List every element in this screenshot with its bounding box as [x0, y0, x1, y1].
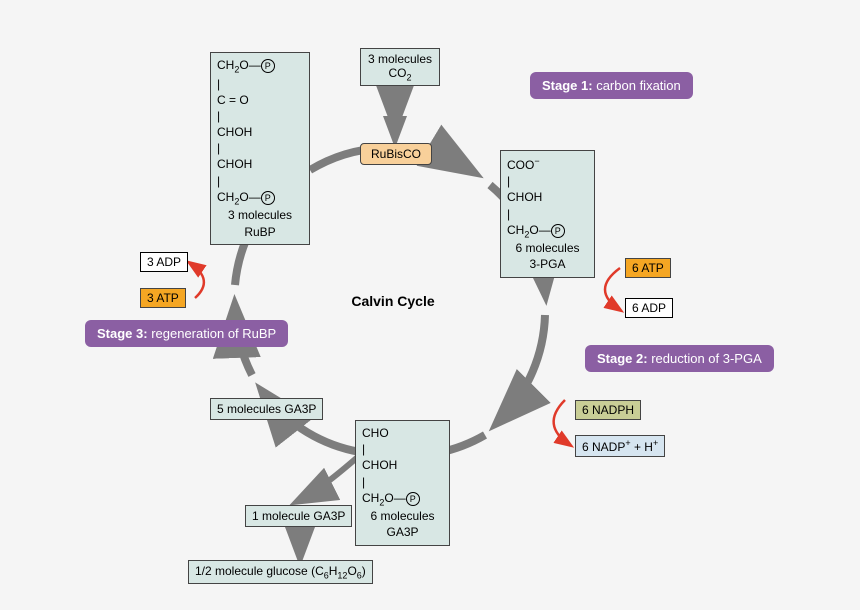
stage-3-label: Stage 3: regeneration of RuBP: [85, 320, 288, 347]
stage-3-prefix: Stage 3:: [97, 326, 148, 341]
rubisco-enzyme: RuBisCO: [360, 143, 432, 165]
stage-2-label: Stage 2: reduction of 3-PGA: [585, 345, 774, 372]
calvin-cycle-diagram: Calvin Cycle Stage 1: carbon fixation St…: [0, 0, 860, 610]
stage-1-text: carbon fixation: [596, 78, 681, 93]
adp-3: 3 ADP: [140, 252, 188, 272]
rubp-cap2: RuBP: [244, 225, 275, 239]
stage-3-text: regeneration of RuBP: [151, 326, 276, 341]
atp-6: 6 ATP: [625, 258, 671, 278]
nadph-6: 6 NADPH: [575, 400, 641, 420]
stage-1-label: Stage 1: carbon fixation: [530, 72, 693, 99]
nadp-6: 6 NADP+ + H+: [575, 435, 665, 457]
ga3p-cap2: GA3P: [386, 525, 418, 539]
pga-box: COO−|CHOH|CH2O—P 6 molecules 3-PGA: [500, 150, 595, 278]
stage-1-prefix: Stage 1:: [542, 78, 593, 93]
glucose-label: 1/2 molecule glucose (C6H12O6): [188, 560, 373, 584]
rubp-cap1: 3 molecules: [228, 208, 292, 222]
cycle-title: Calvin Cycle: [348, 293, 438, 309]
pga-cap2: 3-PGA: [529, 257, 565, 271]
ga3p-5-label: 5 molecules GA3P: [210, 398, 323, 420]
ga3p-1-label: 1 molecule GA3P: [245, 505, 352, 527]
rubp-box: CH2O—P |C = O|CHOH|CHOH|CH2O—P 3 molecul…: [210, 52, 310, 245]
co2-line1: 3 molecules: [367, 52, 433, 66]
adp-6: 6 ADP: [625, 298, 673, 318]
atp-3: 3 ATP: [140, 288, 186, 308]
co2-box: 3 molecules CO2: [360, 48, 440, 86]
stage-2-text: reduction of 3-PGA: [651, 351, 762, 366]
stage-2-prefix: Stage 2:: [597, 351, 648, 366]
co2-line2: CO2: [367, 66, 433, 82]
ga3p-box: CHO|CHOH|CH2O—P 6 molecules GA3P: [355, 420, 450, 546]
pga-cap1: 6 molecules: [515, 241, 579, 255]
ga3p-cap1: 6 molecules: [370, 509, 434, 523]
